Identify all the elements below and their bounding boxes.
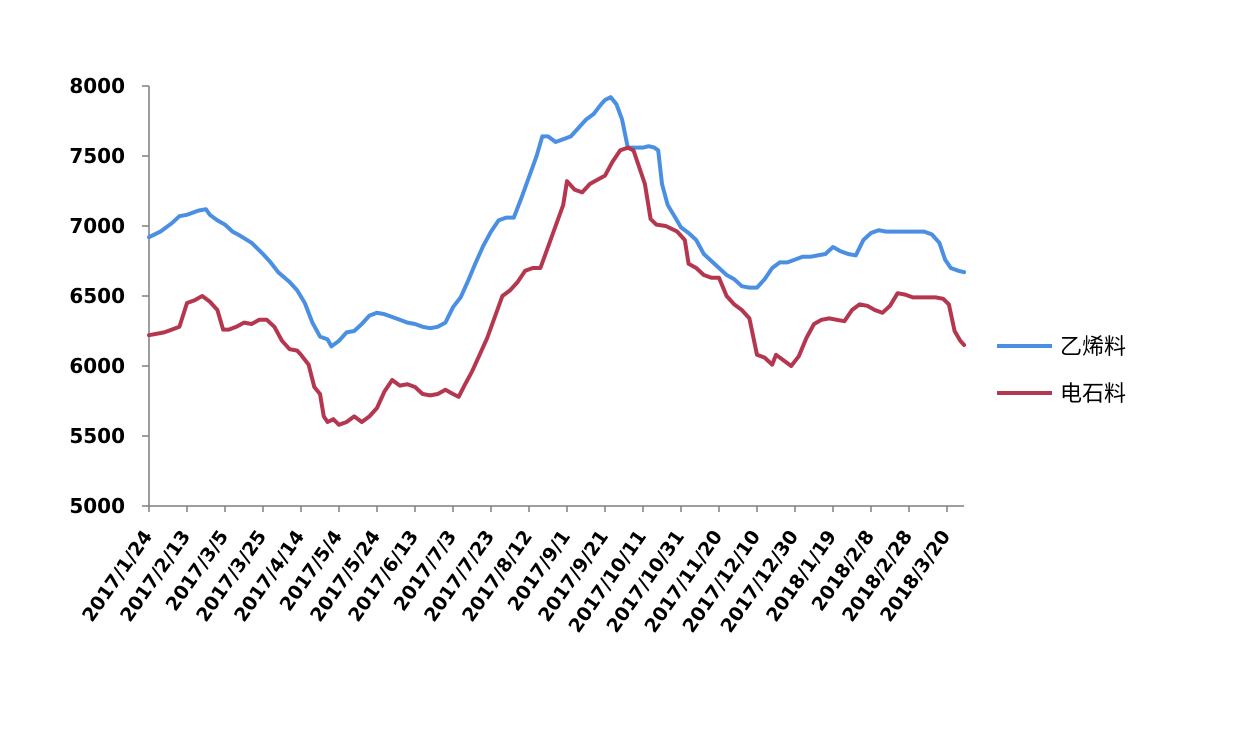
y-tick-label: 8000 (69, 74, 125, 98)
y-tick-label: 7500 (69, 144, 125, 168)
axes (148, 86, 965, 507)
y-tick-label: 5000 (69, 494, 125, 518)
series-line-1 (147, 145, 967, 427)
y-tick-label: 5500 (69, 424, 125, 448)
series-line-0 (147, 95, 967, 349)
y-tick-label: 7000 (69, 214, 125, 238)
y-axis-ticks: 5000 5500 6000 6500 7000 7500 8000 (69, 74, 149, 518)
x-axis-ticks: 2017/1/242017/2/132017/3/52017/3/252017/… (78, 506, 955, 637)
legend-label: 电石料 (1060, 382, 1126, 407)
series-lines (147, 95, 967, 427)
legend-label: 乙烯料 (1060, 335, 1126, 360)
y-tick-label: 6500 (69, 284, 125, 308)
y-tick-label: 6000 (69, 354, 125, 378)
